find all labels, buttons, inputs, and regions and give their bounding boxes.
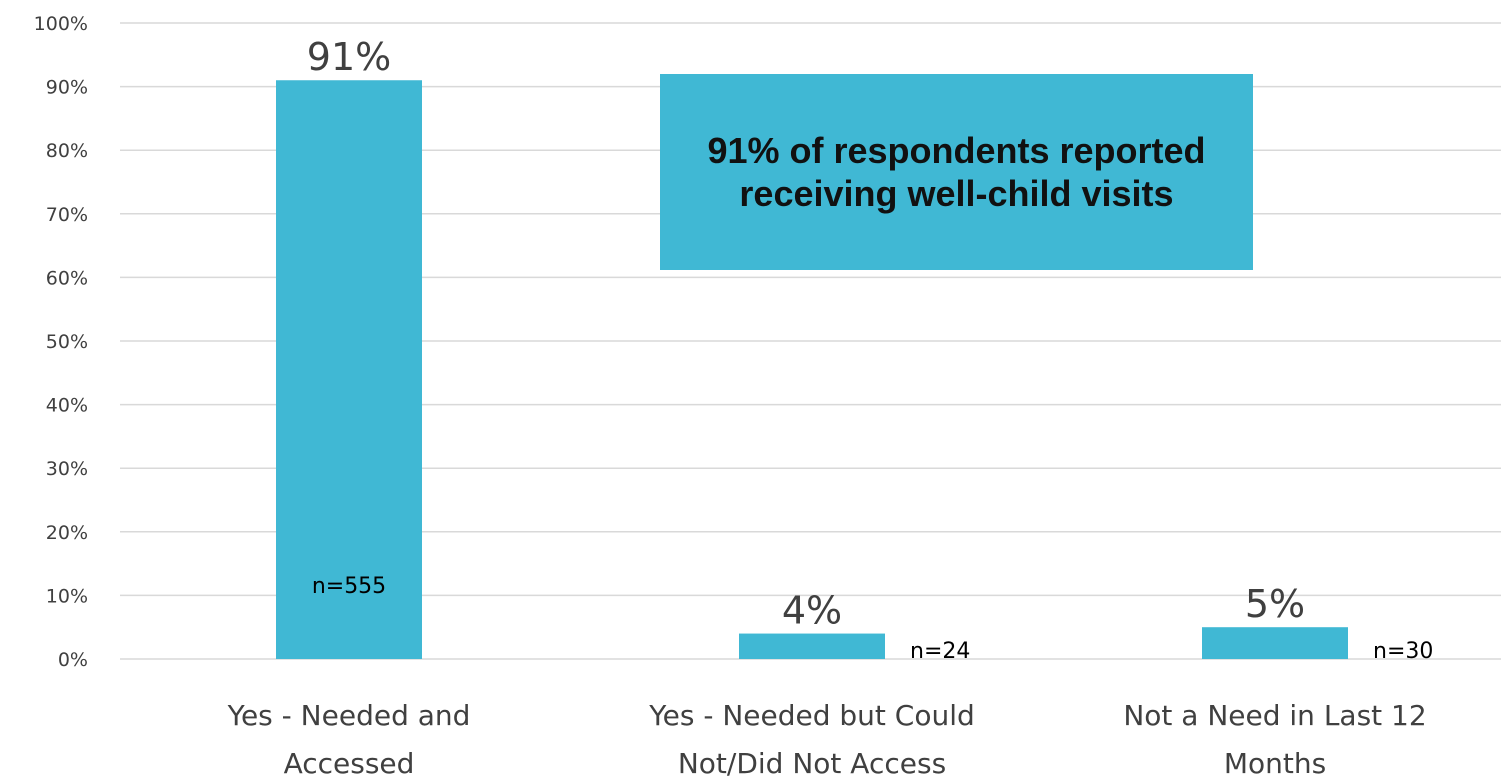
- value-label: 91%: [307, 35, 391, 79]
- n-label: n=555: [312, 574, 386, 599]
- category-label: Not/Did Not Access: [678, 747, 946, 780]
- data-labels: 91% n=555 4% n=24 5% n=30: [307, 35, 1434, 664]
- y-tick-label: 40%: [46, 395, 88, 417]
- x-axis-category-labels: Yes - Needed and Accessed Yes - Needed but…: [227, 699, 1427, 780]
- callout-text: 91% of respondents reported receiving we…: [707, 130, 1206, 214]
- bar: [739, 633, 885, 659]
- y-tick-label: 20%: [46, 522, 88, 544]
- value-label: 4%: [782, 589, 842, 633]
- y-axis-tick-labels: 0% 10% 20% 30% 40% 50% 60% 70% 80% 90% 100%: [34, 13, 88, 671]
- y-tick-label: 60%: [46, 267, 88, 289]
- n-label: n=30: [1373, 639, 1433, 664]
- y-tick-label: 80%: [46, 140, 88, 162]
- y-tick-label: 0%: [58, 649, 88, 671]
- category-label: Yes - Needed but Could: [648, 699, 975, 732]
- y-tick-label: 70%: [46, 204, 88, 226]
- bar: [1202, 627, 1348, 659]
- y-tick-label: 100%: [34, 13, 88, 35]
- category-label: Not a Need in Last 12: [1123, 699, 1426, 732]
- y-tick-label: 50%: [46, 331, 88, 353]
- n-label: n=24: [910, 639, 970, 664]
- y-tick-label: 10%: [46, 585, 88, 607]
- category-label: Yes - Needed and: [227, 699, 471, 732]
- callout-box: 91% of respondents reported receiving we…: [660, 74, 1253, 270]
- y-tick-label: 30%: [46, 458, 88, 480]
- category-label: Months: [1224, 747, 1326, 780]
- bars: [276, 80, 1348, 660]
- category-label: Accessed: [284, 747, 415, 780]
- value-label: 5%: [1245, 582, 1305, 626]
- bar: [276, 80, 422, 660]
- y-tick-label: 90%: [46, 77, 88, 99]
